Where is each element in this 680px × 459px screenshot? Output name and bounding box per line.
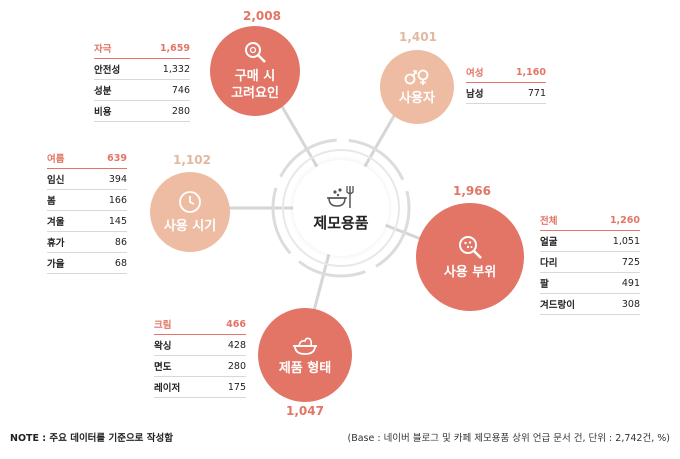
table-row: 레이저 175 [154,377,246,398]
table-row: 여름 639 [47,148,127,169]
form-label: 제품 형태 [278,360,332,376]
purchase-count: 2,008 [243,9,281,23]
node-time: 사용 시기 [150,172,230,252]
table-row: 크림 466 [154,314,246,335]
magnifier-icon [245,42,266,63]
form-count: 1,047 [286,404,324,418]
part-label: 사용 부위 [443,264,497,280]
center-title: 제모용품 [313,213,369,232]
table-row: 여성 1,160 [466,62,546,83]
table-row: 겨드랑이 308 [540,294,640,315]
time-count: 1,102 [173,153,211,167]
gender-icon [404,69,429,85]
table-time: 여름 639 임신 394 봄 166 겨울 145 휴가 86 가을 68 [47,148,127,274]
purchase-label-2: 고려요인 [231,86,279,101]
table-row: 남성 771 [466,83,546,104]
cream-bowl-icon [293,337,317,355]
table-row: 다리 725 [540,252,640,273]
node-form: 제품 형태 [258,308,352,402]
user-label: 사용자 [399,90,435,106]
table-row: 겨울 145 [47,211,127,232]
clock-icon [179,190,201,213]
table-row: 얼굴 1,051 [540,231,640,252]
table-row: 임신 394 [47,169,127,190]
part-count: 1,966 [453,184,491,198]
table-row: 성분 746 [94,80,190,101]
node-user: 사용자 [380,50,454,124]
purchase-label-1: 구매 시 [234,69,276,84]
inner-ring [282,149,400,267]
table-row: 전체 1,260 [540,210,640,231]
table-purchase: 자극 1,659 안전성 1,332 성분 746 비용 280 [94,38,190,122]
time-label: 사용 시기 [163,218,217,234]
table-row: 봄 166 [47,190,127,211]
table-row: 자극 1,659 [94,38,190,59]
table-row: 면도 280 [154,356,246,377]
table-form: 크림 466 왁싱 428 면도 280 레이저 175 [154,314,246,398]
table-row: 안전성 1,332 [94,59,190,80]
bowl-utensils-icon [327,185,354,208]
footer-note: NOTE : 주요 데이터를 기준으로 작성함 [10,433,173,444]
user-count: 1,401 [399,30,437,44]
table-row: 팔 491 [540,273,640,294]
node-purchase: 구매 시 고려요인 [210,26,300,116]
node-part: 사용 부위 [416,203,524,311]
magnifier-dots-icon [459,235,482,259]
table-row: 왁싱 428 [154,335,246,356]
table-row: 가을 68 [47,253,127,274]
table-row: 휴가 86 [47,232,127,253]
center-hub: 제모용품 [293,160,389,256]
outer-ring [271,138,411,278]
table-part: 전체 1,260 얼굴 1,051 다리 725 팔 491 겨드랑이 308 [540,210,640,315]
footer-base: (Base : 네이버 블로그 및 카페 제모용품 상위 언급 문서 건, 단위… [347,433,670,444]
table-user: 여성 1,160 남성 771 [466,62,546,104]
table-row: 비용 280 [94,101,190,122]
